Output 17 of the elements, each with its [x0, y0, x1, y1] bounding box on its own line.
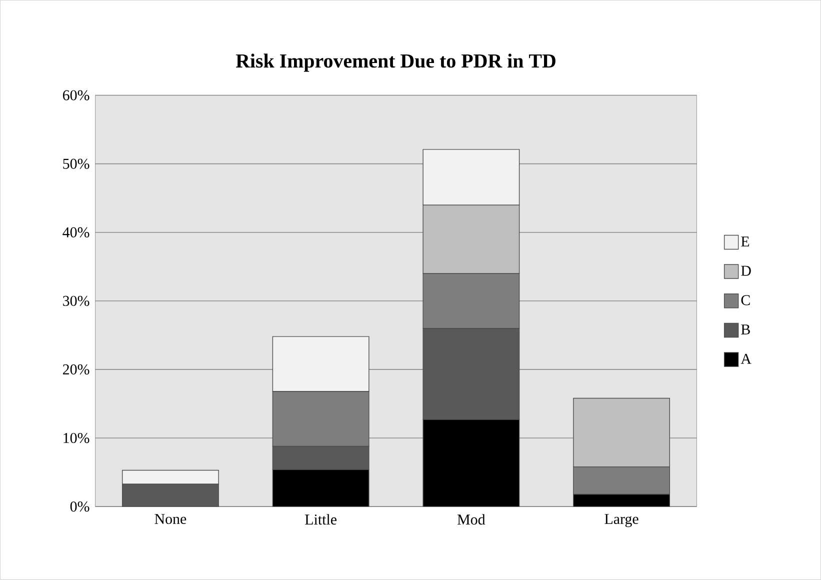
y-tick-label: 10%: [64, 433, 90, 444]
y-tick-label: 30%: [63, 296, 90, 306]
x-tick-label: None: [154, 514, 186, 524]
y-tick-label: 40%: [62, 227, 90, 238]
chart-title: Risk Improvement Due to PDR in TD: [236, 54, 556, 72]
legend-label: E: [741, 236, 750, 246]
legend-label: D: [741, 266, 751, 276]
legend-label: B: [741, 324, 750, 334]
y-tick-label: 20%: [62, 364, 90, 375]
legend-label: A: [740, 354, 752, 364]
x-tick-label: Little: [305, 514, 336, 525]
x-tick-label: Mod: [457, 514, 486, 525]
y-tick-label: 60%: [62, 90, 90, 100]
y-tick-label: 50%: [63, 158, 90, 169]
x-tick-label: Large: [604, 514, 638, 528]
legend-label: C: [741, 295, 750, 306]
y-tick-label: 0%: [70, 502, 90, 512]
